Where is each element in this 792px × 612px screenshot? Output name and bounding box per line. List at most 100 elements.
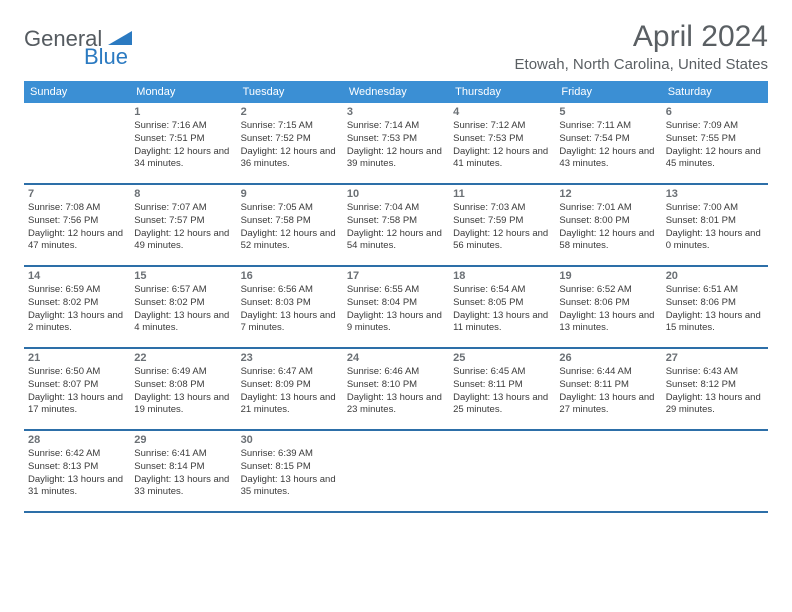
day-cell bbox=[662, 431, 768, 511]
day-number: 24 bbox=[347, 352, 445, 364]
day-cell: 7Sunrise: 7:08 AMSunset: 7:56 PMDaylight… bbox=[24, 185, 130, 265]
day-cell: 26Sunrise: 6:44 AMSunset: 8:11 PMDayligh… bbox=[555, 349, 661, 429]
daylight-text: Daylight: 13 hours and 2 minutes. bbox=[28, 310, 126, 336]
sunrise-text: Sunrise: 6:59 AM bbox=[28, 284, 126, 297]
daylight-text: Daylight: 13 hours and 35 minutes. bbox=[241, 474, 339, 500]
day-cell: 30Sunrise: 6:39 AMSunset: 8:15 PMDayligh… bbox=[237, 431, 343, 511]
day-cell: 23Sunrise: 6:47 AMSunset: 8:09 PMDayligh… bbox=[237, 349, 343, 429]
day-number: 16 bbox=[241, 270, 339, 282]
sunrise-text: Sunrise: 7:16 AM bbox=[134, 120, 232, 133]
sunset-text: Sunset: 8:11 PM bbox=[559, 379, 657, 392]
sunset-text: Sunset: 8:10 PM bbox=[347, 379, 445, 392]
week-row: 1Sunrise: 7:16 AMSunset: 7:51 PMDaylight… bbox=[24, 103, 768, 185]
sunrise-text: Sunrise: 7:05 AM bbox=[241, 202, 339, 215]
day-cell: 8Sunrise: 7:07 AMSunset: 7:57 PMDaylight… bbox=[130, 185, 236, 265]
day-number: 22 bbox=[134, 352, 232, 364]
weekday-header: Friday bbox=[555, 81, 661, 103]
day-cell: 16Sunrise: 6:56 AMSunset: 8:03 PMDayligh… bbox=[237, 267, 343, 347]
sunrise-text: Sunrise: 6:49 AM bbox=[134, 366, 232, 379]
day-number: 9 bbox=[241, 188, 339, 200]
day-detail: Sunrise: 6:43 AMSunset: 8:12 PMDaylight:… bbox=[666, 366, 764, 417]
sunset-text: Sunset: 7:58 PM bbox=[347, 215, 445, 228]
day-detail: Sunrise: 7:12 AMSunset: 7:53 PMDaylight:… bbox=[453, 120, 551, 171]
daylight-text: Daylight: 13 hours and 17 minutes. bbox=[28, 392, 126, 418]
location-text: Etowah, North Carolina, United States bbox=[515, 56, 768, 73]
day-cell: 25Sunrise: 6:45 AMSunset: 8:11 PMDayligh… bbox=[449, 349, 555, 429]
sunrise-text: Sunrise: 7:03 AM bbox=[453, 202, 551, 215]
sunset-text: Sunset: 8:05 PM bbox=[453, 297, 551, 310]
sunset-text: Sunset: 7:51 PM bbox=[134, 133, 232, 146]
day-number: 10 bbox=[347, 188, 445, 200]
sunrise-text: Sunrise: 7:04 AM bbox=[347, 202, 445, 215]
weekday-header: Thursday bbox=[449, 81, 555, 103]
sunrise-text: Sunrise: 6:42 AM bbox=[28, 448, 126, 461]
sunset-text: Sunset: 8:06 PM bbox=[559, 297, 657, 310]
day-cell: 15Sunrise: 6:57 AMSunset: 8:02 PMDayligh… bbox=[130, 267, 236, 347]
day-cell: 22 Sunrise: 6:49 AMSunset: 8:08 PMDayligh… bbox=[130, 349, 236, 429]
day-cell bbox=[343, 431, 449, 511]
sunrise-text: Sunrise: 7:07 AM bbox=[134, 202, 232, 215]
day-number: 27 bbox=[666, 352, 764, 364]
day-detail: Sunrise: 7:04 AMSunset: 7:58 PMDaylight:… bbox=[347, 202, 445, 253]
day-detail: Sunrise: 6:39 AMSunset: 8:15 PMDaylight:… bbox=[241, 448, 339, 499]
day-detail: Sunrise: 7:11 AMSunset: 7:54 PMDaylight:… bbox=[559, 120, 657, 171]
day-cell: 24Sunrise: 6:46 AMSunset: 8:10 PMDayligh… bbox=[343, 349, 449, 429]
day-detail: Sunrise: 7:15 AMSunset: 7:52 PMDaylight:… bbox=[241, 120, 339, 171]
sunrise-text: Sunrise: 6:50 AM bbox=[28, 366, 126, 379]
week-row: 28Sunrise: 6:42 AMSunset: 8:13 PMDayligh… bbox=[24, 431, 768, 513]
daylight-text: Daylight: 12 hours and 47 minutes. bbox=[28, 228, 126, 254]
day-detail: Sunrise: 7:01 AMSunset: 8:00 PMDaylight:… bbox=[559, 202, 657, 253]
daylight-text: Daylight: 13 hours and 19 minutes. bbox=[134, 392, 232, 418]
sunset-text: Sunset: 8:11 PM bbox=[453, 379, 551, 392]
weeks-container: 1Sunrise: 7:16 AMSunset: 7:51 PMDaylight… bbox=[24, 103, 768, 513]
daylight-text: Daylight: 12 hours and 49 minutes. bbox=[134, 228, 232, 254]
daylight-text: Daylight: 12 hours and 58 minutes. bbox=[559, 228, 657, 254]
day-number: 5 bbox=[559, 106, 657, 118]
day-detail: Sunrise: 7:09 AMSunset: 7:55 PMDaylight:… bbox=[666, 120, 764, 171]
daylight-text: Daylight: 13 hours and 27 minutes. bbox=[559, 392, 657, 418]
daylight-text: Daylight: 13 hours and 15 minutes. bbox=[666, 310, 764, 336]
day-detail: Sunrise: 6:51 AMSunset: 8:06 PMDaylight:… bbox=[666, 284, 764, 335]
sunset-text: Sunset: 8:14 PM bbox=[134, 461, 232, 474]
daylight-text: Daylight: 12 hours and 43 minutes. bbox=[559, 146, 657, 172]
sunset-text: Sunset: 8:01 PM bbox=[666, 215, 764, 228]
day-detail: Sunrise: 7:16 AMSunset: 7:51 PMDaylight:… bbox=[134, 120, 232, 171]
week-row: 7Sunrise: 7:08 AMSunset: 7:56 PMDaylight… bbox=[24, 185, 768, 267]
sunrise-text: Sunrise: 6:56 AM bbox=[241, 284, 339, 297]
sunrise-text: Sunrise: 6:55 AM bbox=[347, 284, 445, 297]
day-number: 23 bbox=[241, 352, 339, 364]
day-number: 12 bbox=[559, 188, 657, 200]
day-cell: 2Sunrise: 7:15 AMSunset: 7:52 PMDaylight… bbox=[237, 103, 343, 183]
sunrise-text: Sunrise: 6:39 AM bbox=[241, 448, 339, 461]
daylight-text: Daylight: 13 hours and 25 minutes. bbox=[453, 392, 551, 418]
day-cell: 19Sunrise: 6:52 AMSunset: 8:06 PMDayligh… bbox=[555, 267, 661, 347]
day-detail: Sunrise: 7:07 AMSunset: 7:57 PMDaylight:… bbox=[134, 202, 232, 253]
day-detail: Sunrise: 6:49 AMSunset: 8:08 PMDaylight:… bbox=[134, 366, 232, 417]
day-cell: 18Sunrise: 6:54 AMSunset: 8:05 PMDayligh… bbox=[449, 267, 555, 347]
sunrise-text: Sunrise: 6:46 AM bbox=[347, 366, 445, 379]
daylight-text: Daylight: 13 hours and 4 minutes. bbox=[134, 310, 232, 336]
weekday-header: Monday bbox=[130, 81, 236, 103]
day-cell: 12 Sunrise: 7:01 AMSunset: 8:00 PMDayligh… bbox=[555, 185, 661, 265]
weekday-header: Wednesday bbox=[343, 81, 449, 103]
weekday-header-row: Sunday Monday Tuesday Wednesday Thursday… bbox=[24, 81, 768, 103]
sunrise-text: Sunrise: 7:15 AM bbox=[241, 120, 339, 133]
sunrise-text: Sunrise: 7:12 AM bbox=[453, 120, 551, 133]
title-block: April 2024 Etowah, North Carolina, Unite… bbox=[515, 20, 768, 73]
day-number: 18 bbox=[453, 270, 551, 282]
sunrise-text: Sunrise: 6:43 AM bbox=[666, 366, 764, 379]
day-detail: Sunrise: 6:42 AMSunset: 8:13 PMDaylight:… bbox=[28, 448, 126, 499]
calendar-grid: Sunday Monday Tuesday Wednesday Thursday… bbox=[24, 81, 768, 513]
page-header: General April 2024 Etowah, North Carolin… bbox=[24, 20, 768, 73]
sunrise-text: Sunrise: 6:52 AM bbox=[559, 284, 657, 297]
day-detail: Sunrise: 6:45 AMSunset: 8:11 PMDaylight:… bbox=[453, 366, 551, 417]
sunset-text: Sunset: 8:06 PM bbox=[666, 297, 764, 310]
day-number: 4 bbox=[453, 106, 551, 118]
sunrise-text: Sunrise: 7:08 AM bbox=[28, 202, 126, 215]
sunset-text: Sunset: 7:54 PM bbox=[559, 133, 657, 146]
sunrise-text: Sunrise: 6:41 AM bbox=[134, 448, 232, 461]
day-cell: 10 Sunrise: 7:04 AMSunset: 7:58 PMDayligh… bbox=[343, 185, 449, 265]
day-detail: Sunrise: 7:08 AMSunset: 7:56 PMDaylight:… bbox=[28, 202, 126, 253]
sunset-text: Sunset: 7:58 PM bbox=[241, 215, 339, 228]
day-cell: 5 Sunrise: 7:11 AMSunset: 7:54 PMDaylight… bbox=[555, 103, 661, 183]
